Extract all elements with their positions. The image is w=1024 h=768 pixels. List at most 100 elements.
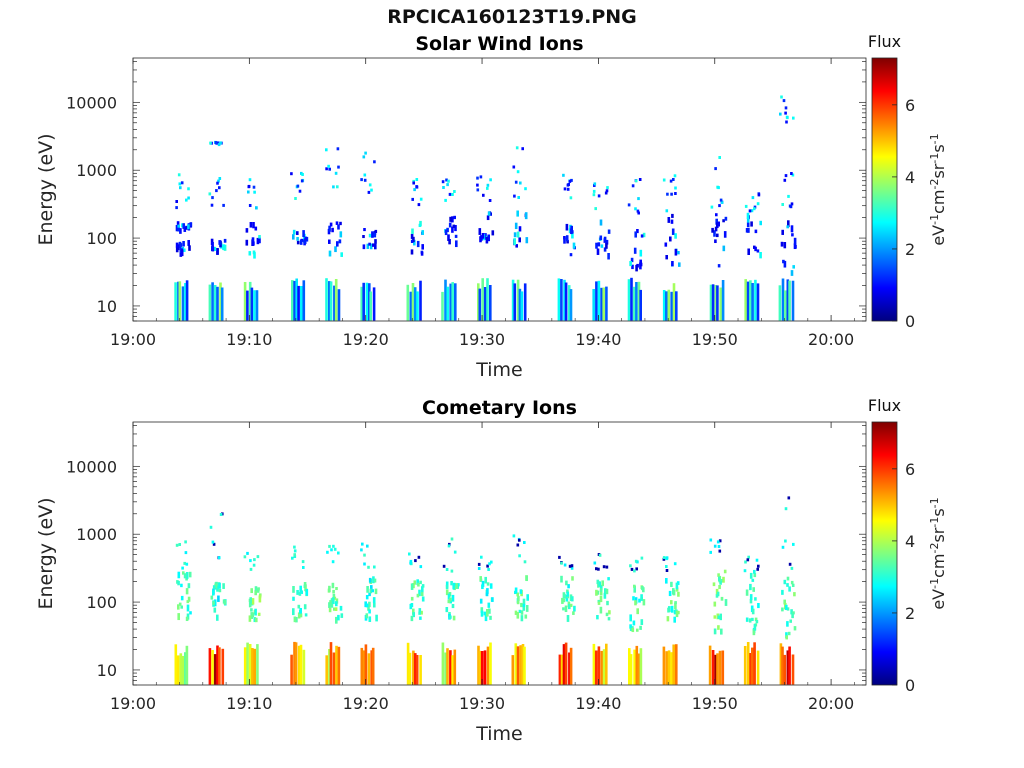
flux-cell	[214, 141, 218, 145]
flux-cell	[486, 609, 489, 617]
flux-cell	[525, 575, 528, 582]
flux-cell	[489, 178, 492, 182]
flux-cell	[782, 99, 786, 103]
flux-cell	[564, 605, 568, 613]
flux-cell	[753, 205, 757, 209]
flux-cell	[710, 205, 714, 209]
flux-cell	[716, 222, 719, 229]
flux-cell	[480, 651, 484, 685]
flux-cell	[293, 549, 297, 553]
flux-cell	[560, 575, 563, 583]
flux-cell	[293, 616, 297, 623]
flux-cell	[373, 578, 377, 583]
flux-cell	[185, 562, 189, 566]
flux-cell	[298, 592, 302, 596]
flux-cell	[784, 507, 788, 511]
flux-cell	[716, 653, 719, 685]
flux-cell	[410, 615, 414, 622]
flux-cell	[447, 544, 451, 548]
flux-cell	[334, 171, 338, 175]
flux-cell	[524, 212, 528, 220]
flux-cell	[257, 587, 260, 591]
flux-cell	[518, 288, 522, 321]
flux-cell	[667, 289, 671, 321]
flux-cell	[208, 648, 212, 685]
flux-cell	[607, 617, 611, 621]
flux-cell	[718, 204, 721, 208]
flux-cell	[448, 222, 452, 228]
flux-cell	[416, 291, 419, 321]
flux-cell	[567, 584, 570, 589]
flux-cell	[788, 280, 791, 321]
flux-cell	[363, 562, 366, 566]
flux-cell	[521, 644, 525, 685]
flux-cell	[723, 231, 727, 238]
flux-cell	[754, 279, 757, 321]
flux-cell	[258, 594, 262, 599]
flux-cell	[328, 585, 331, 593]
flux-cell	[365, 595, 369, 600]
flux-cell	[603, 247, 607, 252]
y-tick-label: 10	[97, 661, 117, 680]
flux-cell	[412, 583, 415, 589]
flux-cell	[790, 609, 793, 615]
flux-cell	[480, 235, 483, 241]
flux-cell	[175, 206, 178, 210]
flux-cell	[514, 643, 518, 685]
flux-cell	[182, 571, 185, 575]
flux-cell	[786, 225, 789, 229]
colorbar-tick-label: 4	[905, 532, 915, 551]
flux-cell	[444, 652, 447, 685]
flux-cell	[329, 281, 333, 321]
flux-cell	[628, 648, 631, 685]
flux-cell	[675, 610, 679, 618]
flux-cell	[785, 604, 788, 611]
flux-cell	[365, 613, 369, 619]
x-tick-label: 19:40	[575, 330, 621, 349]
flux-cell	[671, 228, 675, 235]
flux-cell	[180, 595, 184, 601]
flux-cell	[328, 607, 332, 613]
flux-cell	[787, 496, 791, 500]
flux-cell	[488, 199, 492, 202]
flux-cell	[675, 587, 679, 592]
flux-cell	[446, 286, 450, 321]
flux-cell	[255, 617, 258, 623]
flux-cell	[329, 222, 333, 227]
flux-cell	[248, 602, 252, 608]
flux-cell	[524, 614, 528, 619]
flux-cell	[481, 584, 484, 590]
flux-cell	[300, 590, 303, 594]
flux-cell	[297, 645, 301, 685]
flux-cell	[569, 253, 573, 257]
flux-cell	[452, 615, 456, 621]
flux-cell	[759, 252, 762, 259]
flux-cell	[713, 628, 717, 635]
flux-cell	[780, 241, 784, 247]
flux-cell	[243, 555, 247, 559]
flux-cell	[745, 589, 749, 596]
flux-cell	[627, 279, 631, 321]
flux-cell	[303, 238, 307, 244]
flux-cell	[249, 222, 253, 228]
flux-cell	[446, 183, 449, 187]
flux-cell	[665, 569, 669, 572]
flux-cell	[369, 588, 373, 594]
flux-cell	[751, 196, 755, 200]
flux-cell	[600, 584, 603, 591]
flux-cell	[563, 279, 566, 321]
flux-cell	[409, 603, 413, 610]
flux-cell	[219, 141, 222, 145]
flux-cell	[486, 186, 489, 190]
flux-cell	[634, 231, 637, 238]
flux-cell	[174, 644, 178, 685]
flux-cell	[452, 584, 455, 590]
flux-cell	[411, 197, 414, 201]
flux-cell	[368, 283, 371, 321]
x-tick-label: 19:40	[575, 694, 621, 713]
flux-cell	[327, 164, 330, 168]
flux-cell	[560, 279, 563, 321]
flux-cell	[251, 612, 255, 618]
flux-cell	[751, 617, 754, 621]
flux-cell	[183, 573, 187, 579]
